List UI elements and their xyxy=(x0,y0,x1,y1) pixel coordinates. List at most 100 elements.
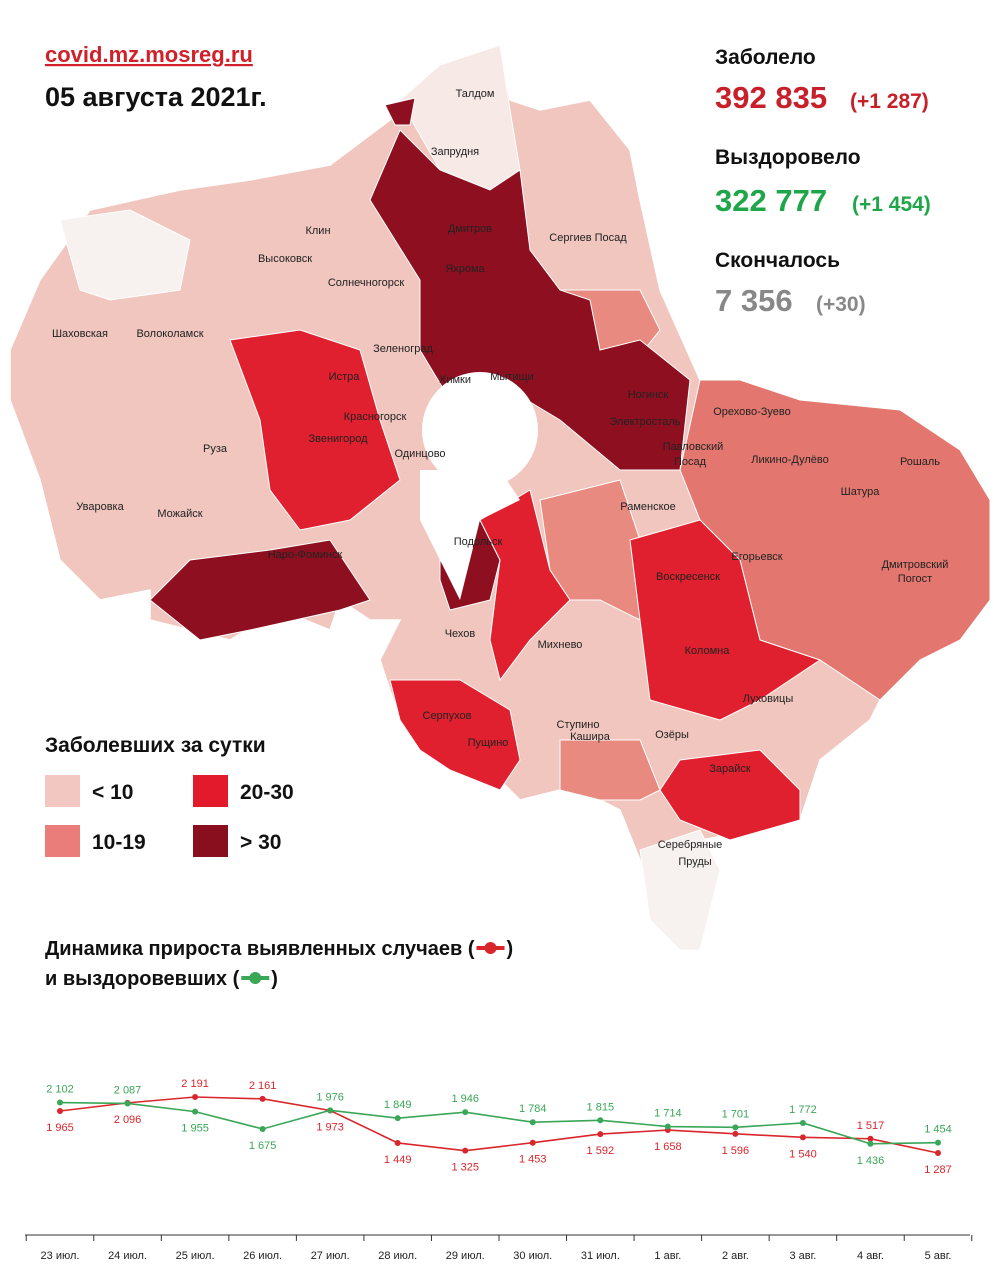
data-label: 1 976 xyxy=(316,1091,344,1103)
site: covid.mz.mosreg.ru xyxy=(45,42,253,67)
data-point xyxy=(597,1131,604,1138)
town-label: Волоколамск xyxy=(136,328,203,340)
town-label: Звенигород xyxy=(308,433,368,445)
data-label: 1 815 xyxy=(587,1101,615,1113)
chart-title: ) xyxy=(507,938,514,960)
town-label: Шаховская xyxy=(52,328,108,340)
town-label: Электросталь xyxy=(610,416,681,428)
legend-label: < 10 xyxy=(92,781,133,804)
data-point xyxy=(394,1115,401,1122)
town-label: Пущино xyxy=(468,737,509,749)
x-tick-label: 26 июл. xyxy=(243,1250,282,1262)
x-tick-label: 25 июл. xyxy=(176,1250,215,1262)
data-label: 1 772 xyxy=(789,1104,817,1116)
town-label: Ногинск xyxy=(628,389,669,401)
region-high xyxy=(229,329,401,531)
town-label: Михнево xyxy=(538,639,583,651)
region-medium xyxy=(559,739,661,801)
town-label: Химки xyxy=(439,374,471,386)
data-point xyxy=(57,1108,63,1114)
data-label: 1 436 xyxy=(857,1155,885,1167)
town-label: Серпухов xyxy=(423,710,472,722)
x-tick-label: 28 июл. xyxy=(378,1250,417,1262)
region-high xyxy=(479,489,571,682)
town-label: Одинцово xyxy=(394,448,445,460)
data-point xyxy=(462,1109,469,1116)
town-label: Воскресенск xyxy=(656,571,720,583)
data-point xyxy=(664,1123,671,1130)
town-label: Погост xyxy=(898,573,932,585)
data-label: 1 849 xyxy=(384,1099,412,1111)
data-point xyxy=(867,1140,874,1147)
legend-marker xyxy=(484,942,497,954)
town-label: Уваровка xyxy=(76,501,124,513)
town-label: Руза xyxy=(203,443,228,455)
town-label: Рошаль xyxy=(900,456,940,468)
data-label: 2 102 xyxy=(46,1084,74,1096)
stat-delta: (+30) xyxy=(816,293,866,316)
data-point xyxy=(462,1147,469,1154)
town-label: Ступино xyxy=(557,719,600,731)
stat-value: 392 835 xyxy=(715,80,827,115)
town-label: Кашира xyxy=(570,731,611,743)
town-label: Егорьевск xyxy=(731,551,782,563)
town-label: Луховицы xyxy=(743,693,794,705)
x-tick-label: 31 июл. xyxy=(581,1250,620,1262)
region-high xyxy=(659,749,801,841)
data-label: 1 449 xyxy=(384,1154,412,1166)
town-label: Дмитров xyxy=(448,223,492,235)
x-tick-label: 29 июл. xyxy=(446,1250,485,1262)
town-label: Высоковск xyxy=(258,253,312,265)
moscow xyxy=(422,372,538,488)
data-label: 1 946 xyxy=(451,1093,479,1105)
town-label: Красногорск xyxy=(344,411,407,423)
region-very-high xyxy=(149,539,371,641)
data-point xyxy=(192,1108,199,1115)
data-label: 1 453 xyxy=(519,1154,547,1166)
x-tick-label: 2 авг. xyxy=(722,1250,749,1262)
town-label: Ликино-Дулёво xyxy=(751,454,829,466)
legend-swatch xyxy=(45,775,80,807)
stat-label: Заболело xyxy=(715,46,816,69)
stat-value: 7 356 xyxy=(715,283,793,318)
town-label: Шатура xyxy=(841,486,881,498)
town-label: Орехово-Зуево xyxy=(713,406,791,418)
legend-label: 20-30 xyxy=(240,781,294,804)
town-label: Можайск xyxy=(157,508,202,520)
data-point xyxy=(732,1124,739,1131)
data-label: 1 596 xyxy=(722,1145,750,1157)
town-label: Пруды xyxy=(678,856,711,868)
town-label: Истра xyxy=(329,371,361,383)
x-tick-label: 24 июл. xyxy=(108,1250,147,1262)
data-point xyxy=(192,1094,199,1100)
legend-swatch xyxy=(193,825,228,857)
chart-title: ) xyxy=(271,968,278,990)
data-label: 1 325 xyxy=(451,1162,479,1174)
data-label: 1 540 xyxy=(789,1148,817,1160)
x-tick-label: 23 июл. xyxy=(41,1250,80,1262)
stat-value: 322 777 xyxy=(715,183,827,218)
town-label: Наро-Фоминск xyxy=(268,549,343,561)
data-point xyxy=(259,1095,266,1102)
data-point xyxy=(935,1150,941,1156)
town-label: Серебряные xyxy=(658,839,723,851)
stat-delta: (+1 287) xyxy=(850,90,929,113)
data-label: 1 965 xyxy=(46,1122,74,1134)
legend-label: 10-19 xyxy=(92,831,146,854)
data-point xyxy=(597,1117,604,1124)
data-label: 2 096 xyxy=(114,1114,142,1126)
region-light xyxy=(59,209,191,301)
town-label: Талдом xyxy=(456,88,495,100)
data-label: 1 287 xyxy=(924,1164,952,1176)
data-label: 2 161 xyxy=(249,1080,277,1092)
legend-marker xyxy=(249,972,262,984)
region-high xyxy=(629,519,822,721)
x-tick-label: 4 авг. xyxy=(857,1250,884,1262)
town-label: Яхрома xyxy=(445,263,485,275)
data-label: 1 658 xyxy=(654,1141,682,1153)
x-tick-label: 30 июл. xyxy=(513,1250,552,1262)
data-label: 1 701 xyxy=(722,1108,750,1120)
data-label: 1 784 xyxy=(519,1103,547,1115)
town-label: Посад xyxy=(674,456,707,468)
